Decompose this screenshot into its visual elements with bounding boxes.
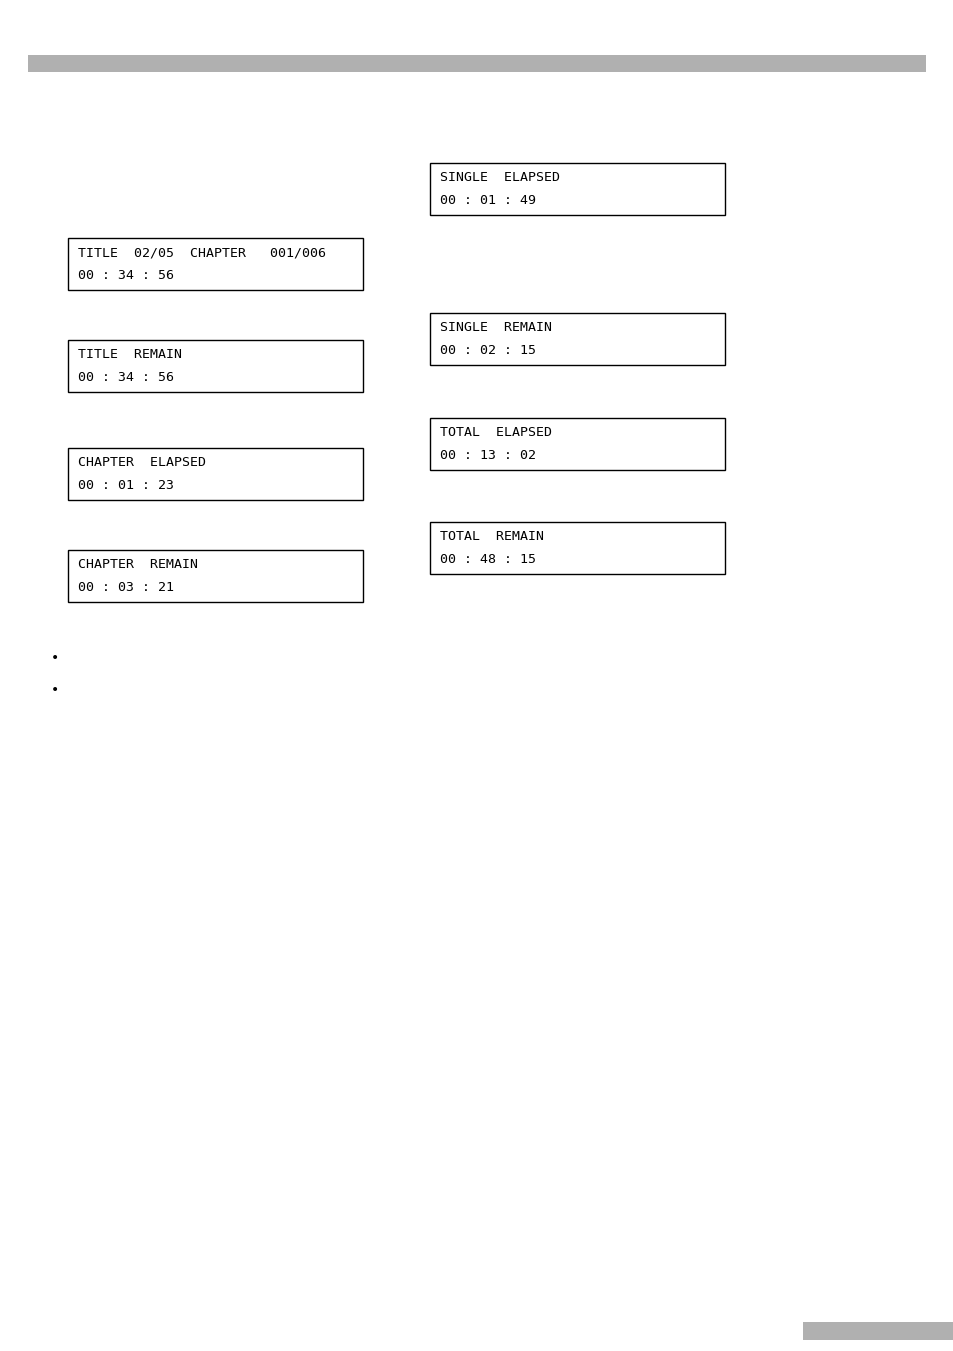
Bar	[68, 550, 363, 603]
Bar	[430, 521, 724, 574]
Bar	[68, 238, 363, 290]
Text: •: •	[51, 651, 59, 665]
Text: 00 : 34 : 56: 00 : 34 : 56	[78, 269, 173, 282]
Bar	[430, 417, 724, 470]
Bar	[28, 55, 925, 72]
Text: 00 : 01 : 49: 00 : 01 : 49	[439, 195, 536, 207]
Text: 00 : 03 : 21: 00 : 03 : 21	[78, 581, 173, 594]
Text: TITLE  REMAIN: TITLE REMAIN	[78, 349, 182, 361]
Text: 00 : 13 : 02: 00 : 13 : 02	[439, 449, 536, 462]
Text: 00 : 48 : 15: 00 : 48 : 15	[439, 553, 536, 566]
Text: SINGLE  ELAPSED: SINGLE ELAPSED	[439, 172, 559, 184]
Bar	[802, 1323, 953, 1340]
Text: •: •	[51, 684, 59, 697]
Bar	[68, 340, 363, 392]
Bar	[430, 163, 724, 215]
Bar	[430, 313, 724, 365]
Text: CHAPTER  ELAPSED: CHAPTER ELAPSED	[78, 457, 206, 469]
Text: 00 : 02 : 15: 00 : 02 : 15	[439, 345, 536, 357]
Text: TOTAL  REMAIN: TOTAL REMAIN	[439, 530, 543, 543]
Text: TITLE  02/05  CHAPTER   001/006: TITLE 02/05 CHAPTER 001/006	[78, 246, 326, 259]
Text: SINGLE  REMAIN: SINGLE REMAIN	[439, 322, 552, 334]
Text: TOTAL  ELAPSED: TOTAL ELAPSED	[439, 426, 552, 439]
Bar	[68, 449, 363, 500]
Text: 00 : 01 : 23: 00 : 01 : 23	[78, 480, 173, 492]
Text: 00 : 34 : 56: 00 : 34 : 56	[78, 372, 173, 384]
Text: CHAPTER  REMAIN: CHAPTER REMAIN	[78, 558, 198, 571]
